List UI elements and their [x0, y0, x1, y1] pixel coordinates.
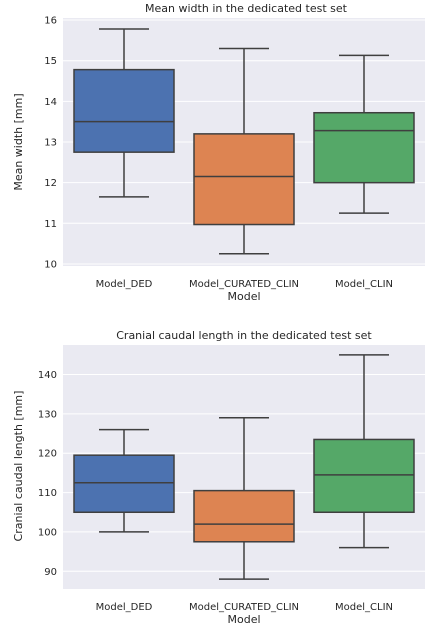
y-tick-label: 90: [44, 567, 57, 578]
box-model-ded: [73, 28, 175, 198]
chart-title: Mean width in the dedicated test set: [145, 2, 348, 15]
y-tick-label: 12: [44, 178, 57, 189]
x-tick-label: Model_DED: [96, 279, 153, 290]
x-tick-label: Model_CLIN: [335, 602, 393, 613]
y-tick-label: 16: [44, 16, 57, 27]
x-tick-labels: Model_DED Model_CURATED_CLIN Model_CLIN: [96, 279, 393, 290]
box-model-clin: [313, 354, 415, 549]
y-tick-label: 10: [44, 259, 57, 270]
box-body: [73, 68, 175, 153]
y-tick-labels: 10 11 12 13 14 15 16: [44, 16, 57, 271]
box-model-ded: [73, 428, 175, 533]
y-tick-label: 130: [38, 409, 57, 420]
box-body: [73, 454, 175, 514]
boxes: [73, 354, 415, 580]
y-axis-label: Cranial caudal length [mm]: [12, 391, 25, 542]
y-axis-label: Mean width [mm]: [12, 93, 25, 190]
x-axis-label: Model: [227, 613, 260, 626]
y-tick-label: 120: [38, 449, 57, 460]
box-model-curated-clin: [193, 417, 295, 580]
box-body: [313, 438, 415, 514]
x-tick-label: Model_CLIN: [335, 279, 393, 290]
x-tick-label: Model_CURATED_CLIN: [189, 602, 299, 613]
box-model-clin: [313, 54, 415, 214]
y-tick-label: 11: [44, 219, 57, 230]
chart-cranial-caudal-length: Cranial caudal length in the dedicated t…: [12, 329, 425, 626]
chart-mean-width: Mean width in the dedicated test set 101…: [12, 2, 425, 303]
box-model-curated-clin: [193, 47, 295, 255]
x-tick-label: Model_CURATED_CLIN: [189, 279, 299, 290]
y-tick-label: 15: [44, 56, 57, 67]
x-axis-label: Model: [227, 290, 260, 303]
box-body: [193, 133, 295, 226]
y-tick-label: 14: [44, 97, 57, 108]
chart-title: Cranial caudal length in the dedicated t…: [116, 329, 372, 342]
x-tick-label: Model_DED: [96, 602, 153, 613]
boxes: [73, 28, 415, 255]
y-tick-label: 140: [38, 370, 57, 381]
y-tick-label: 100: [38, 527, 57, 538]
y-tick-label: 110: [38, 488, 57, 499]
box-body: [313, 111, 415, 184]
x-tick-labels: Model_DED Model_CURATED_CLIN Model_CLIN: [96, 602, 393, 613]
box-body: [193, 489, 295, 543]
y-tick-labels: 90 100 110 120 130 140: [38, 370, 57, 578]
y-tick-label: 13: [44, 138, 57, 149]
